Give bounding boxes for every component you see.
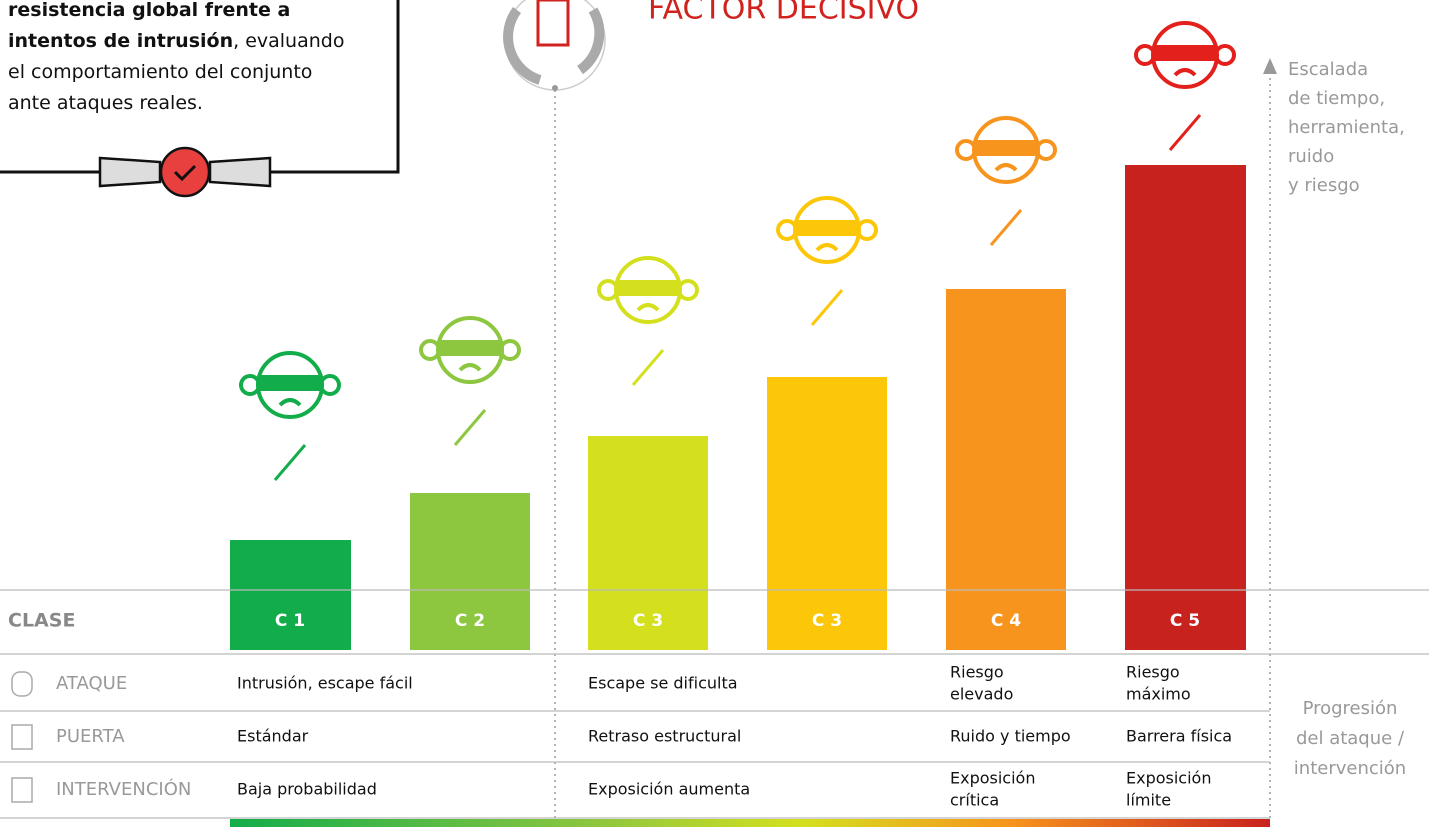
face-icon: [241, 353, 339, 480]
intro-line: resistencia global frente a: [8, 0, 290, 21]
infographic: FACTOR DECISIVO resistencia global frent…: [0, 0, 1429, 827]
progression-text: Progresión: [1303, 698, 1398, 719]
arrow-head: [1263, 58, 1277, 74]
glasses: [260, 375, 320, 391]
intro-segment: intentos de intrusión: [8, 30, 233, 52]
cell-text: Riesgo: [1126, 663, 1180, 682]
intro-box: [0, 0, 398, 172]
bar: [767, 377, 887, 650]
factor-icon: [505, 0, 605, 91]
cell-text: Barrera física: [1126, 727, 1232, 746]
cell-text: Escape se dificulta: [588, 674, 738, 693]
glasses: [1155, 45, 1215, 61]
bar: [230, 540, 351, 650]
intro-segment: ante ataques reales.: [8, 92, 203, 114]
tool: [991, 210, 1021, 245]
cell-text: Retraso estructural: [588, 727, 741, 746]
intro-line: ante ataques reales.: [8, 92, 203, 114]
cell-text: Riesgo: [950, 663, 1004, 682]
row-icon: [12, 778, 32, 802]
class-label: C 1: [275, 611, 305, 631]
mouth: [280, 400, 300, 405]
escalation-text: herramienta,: [1288, 117, 1405, 138]
tool: [455, 410, 485, 445]
cell-text: Exposición: [950, 769, 1035, 788]
factor-title: FACTOR DECISIVO: [648, 0, 919, 27]
intro-line: el comportamiento del conjunto: [8, 61, 312, 83]
cell-text: Baja probabilidad: [237, 780, 377, 799]
mouth: [1175, 70, 1195, 75]
cell-text: elevado: [950, 685, 1013, 704]
cell-text: Exposición aumenta: [588, 780, 750, 799]
gradient-bar: [230, 819, 1270, 827]
cell-text: crítica: [950, 791, 999, 810]
row-header: CLASE: [8, 610, 75, 632]
glasses: [618, 280, 678, 296]
class-label: C 3: [812, 611, 842, 631]
bar: [946, 289, 1066, 650]
mouth: [996, 165, 1016, 170]
intro-segment: el comportamiento del conjunto: [8, 61, 312, 83]
face-icon: [957, 118, 1055, 245]
cell-text: Ruido y tiempo: [950, 727, 1071, 746]
intro-segment: resistencia global frente a: [8, 0, 290, 21]
seal-icon: [100, 148, 270, 196]
intro-line: intentos de intrusión, evaluando: [8, 30, 344, 52]
row-icon: [12, 672, 32, 696]
escalation-text: y riesgo: [1288, 175, 1360, 196]
tool: [1170, 115, 1200, 150]
mouth: [460, 365, 480, 370]
escalation-text: de tiempo,: [1288, 88, 1385, 109]
progression-text: intervención: [1294, 758, 1406, 779]
glasses: [440, 340, 500, 356]
face-icon: [421, 318, 519, 445]
cell-text: máximo: [1126, 685, 1191, 704]
row-label: ATAQUE: [56, 673, 127, 694]
row-icon: [12, 725, 32, 749]
tool: [812, 290, 842, 325]
face-icon: [1136, 23, 1234, 150]
cell-text: Exposición: [1126, 769, 1211, 788]
class-label: C 5: [1170, 611, 1200, 631]
escalation-text: Escalada: [1288, 59, 1368, 80]
cell-text: Intrusión, escape fácil: [237, 674, 413, 693]
intro-segment: , evaluando: [233, 30, 344, 52]
bars: [230, 165, 1246, 650]
class-label: C 3: [633, 611, 663, 631]
tool: [275, 445, 305, 480]
mouth: [817, 245, 837, 250]
glasses: [797, 220, 857, 236]
row-label: PUERTA: [56, 726, 125, 747]
cell-text: Estándar: [237, 727, 309, 746]
face-icon: [599, 258, 697, 385]
progression-text: del ataque /: [1296, 728, 1405, 749]
mouth: [638, 305, 658, 310]
class-label: C 2: [455, 611, 485, 631]
face-icon: [778, 198, 876, 325]
row-label: INTERVENCIÓN: [56, 778, 191, 800]
escalation-text: ruido: [1288, 146, 1334, 167]
bar: [1125, 165, 1246, 650]
cell-text: límite: [1126, 791, 1171, 810]
glasses: [976, 140, 1036, 156]
tool: [633, 350, 663, 385]
class-label: C 4: [991, 611, 1021, 631]
